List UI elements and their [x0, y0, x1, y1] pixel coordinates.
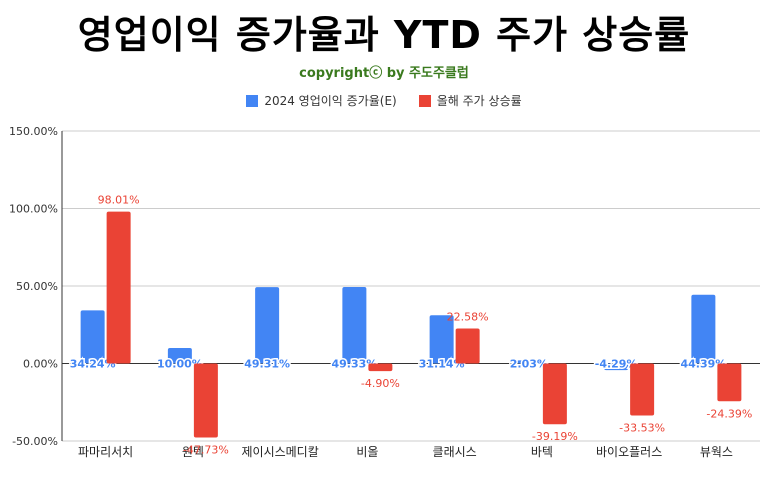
bar-stock-return	[368, 363, 393, 372]
x-category-label: 뷰웍스	[700, 445, 733, 459]
y-tick-label: 100.00%	[9, 203, 58, 216]
legend-swatch-blue	[246, 94, 259, 107]
legend-swatch-red	[418, 94, 431, 107]
x-category-label: 원텍	[182, 445, 204, 459]
data-label-operating-profit: 2.03%	[510, 358, 548, 371]
data-label-stock-return: 22.58%	[447, 311, 489, 324]
x-category-label: 비올	[356, 445, 378, 459]
bar-stock-return	[630, 363, 655, 416]
data-label-stock-return: 98.01%	[98, 194, 140, 207]
x-category-label: 클래시스	[433, 445, 477, 459]
x-category-label: 바텍	[531, 445, 553, 459]
data-label-stock-return: -24.39%	[706, 407, 752, 420]
data-label-operating-profit: 49.31%	[244, 358, 290, 371]
data-label-operating-profit: 34.24%	[70, 358, 116, 371]
x-category-label: 파마리서치	[78, 445, 133, 459]
legend-label-stock-return: 올해 주가 상승률	[436, 94, 522, 108]
bar-stock-return	[106, 211, 131, 364]
bar-operating-profit	[516, 360, 541, 364]
bar-operating-profit	[342, 287, 367, 364]
copyright-subtitle: copyrightⓒ by 주도주클럽	[299, 66, 469, 81]
data-label-operating-profit: 49.33%	[331, 358, 377, 371]
bar-operating-profit	[691, 294, 716, 364]
y-tick-label: 150.00%	[9, 125, 58, 138]
bar-operating-profit	[255, 287, 280, 364]
data-label-stock-return: -33.53%	[619, 421, 665, 434]
x-category-label: 바이오플러스	[596, 445, 662, 459]
bar-stock-return	[455, 328, 480, 364]
bar-operating-profit	[604, 363, 629, 371]
y-tick-label: -50.00%	[12, 435, 58, 448]
data-label-stock-return: -39.19%	[532, 430, 578, 443]
data-label-operating-profit: 44.39%	[680, 358, 726, 371]
bar-operating-profit	[429, 315, 454, 364]
bar-stock-return	[717, 363, 742, 402]
y-tick-label: 50.00%	[16, 280, 58, 293]
chart-title: 영업이익 증가율과 YTD 주가 상승률	[77, 13, 691, 57]
legend-label-operating-profit: 2024 영업이익 증가율(E)	[264, 94, 397, 108]
data-label-operating-profit: 31.14%	[419, 358, 465, 371]
bar-stock-return	[193, 363, 218, 438]
data-label-stock-return: -47.73%	[183, 443, 229, 456]
legend-item-stock-return: 올해 주가 상승률	[418, 92, 522, 109]
bar-operating-profit	[80, 310, 105, 364]
data-label-stock-return: -4.90%	[361, 377, 400, 390]
data-label-operating-profit: 10.00%	[157, 358, 203, 371]
legend-item-operating-profit: 2024 영업이익 증가율(E)	[246, 92, 397, 109]
bar-stock-return	[542, 363, 567, 425]
data-label-operating-profit: -4.29%	[595, 358, 638, 371]
x-category-label: 제이시스메디칼	[241, 445, 318, 459]
y-tick-label: 0.00%	[23, 358, 58, 371]
legend: 2024 영업이익 증가율(E) 올해 주가 상승률	[0, 92, 768, 109]
bar-operating-profit	[167, 348, 192, 364]
